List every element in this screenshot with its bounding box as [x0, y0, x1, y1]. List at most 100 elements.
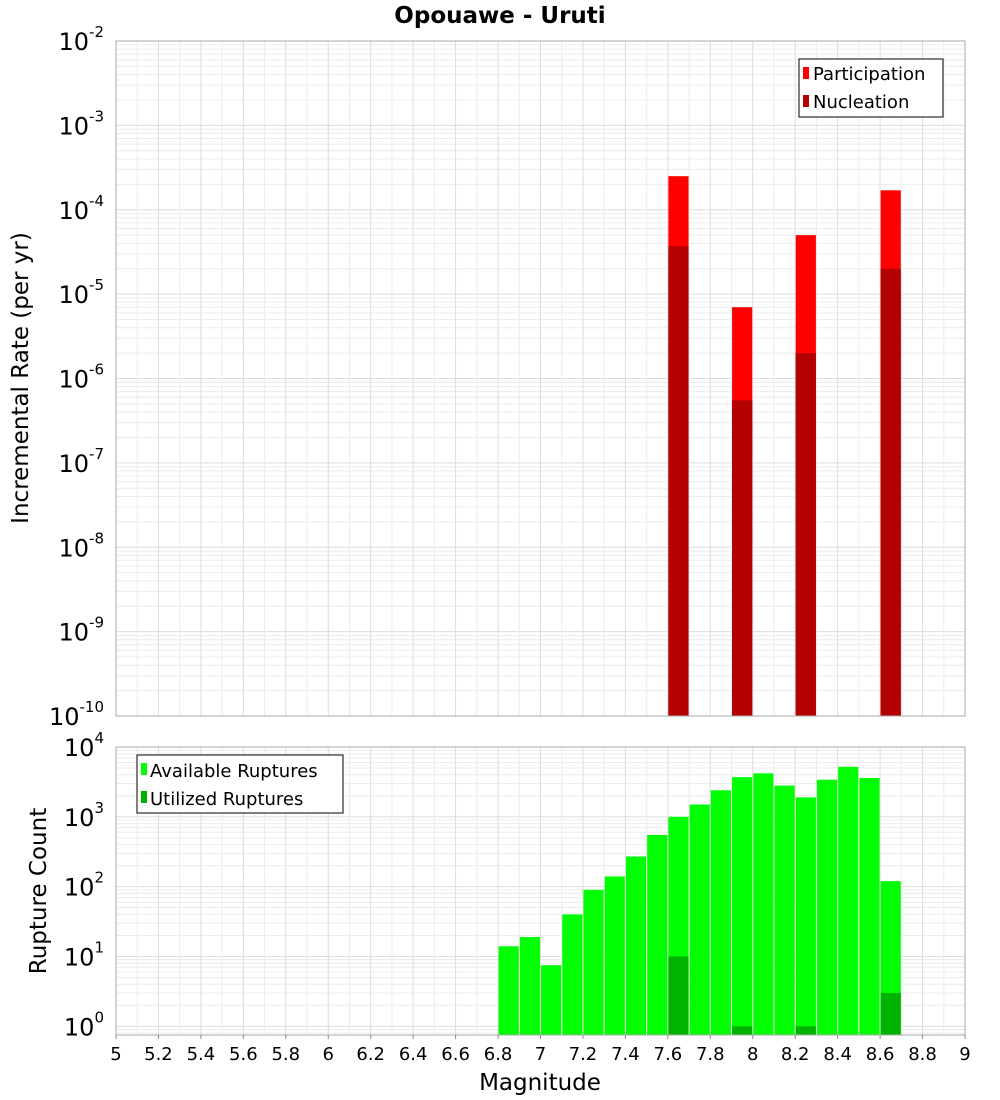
rate-y-tick-label: 10-10	[49, 698, 104, 731]
tick-base: 10	[58, 366, 89, 394]
x-tick-label: 7	[535, 1044, 546, 1065]
utilized-ruptures-bar	[795, 1026, 816, 1035]
nucleation-bar	[795, 353, 816, 716]
nucleation-bar	[880, 268, 901, 716]
tick-exponent: -6	[89, 361, 104, 379]
count-bars	[498, 766, 901, 1035]
nucleation-bar	[668, 246, 689, 716]
tick-base: 10	[58, 197, 89, 225]
legend-label-utilized: Utilized Ruptures	[150, 789, 303, 810]
tick-exponent: 1	[94, 938, 104, 956]
rate-y-tick-label: 10-6	[58, 361, 104, 394]
rate-y-tick-label: 10-7	[58, 445, 104, 478]
rate-y-axis-label: Incremental Rate (per yr)	[8, 232, 34, 524]
x-tick-label: 6.2	[356, 1044, 385, 1065]
nucleation-bar	[732, 400, 753, 716]
available-ruptures-bar	[689, 804, 710, 1035]
tick-base: 10	[64, 734, 95, 762]
tick-exponent: -5	[89, 276, 104, 294]
tick-exponent: -7	[89, 445, 104, 463]
x-tick-label: 6.4	[399, 1044, 428, 1065]
rate-bars	[668, 176, 901, 716]
rate-legend-box	[798, 58, 944, 118]
count-y-tick-label: 101	[64, 938, 104, 971]
legend-label-nucleation: Nucleation	[813, 92, 909, 113]
count-x-ticks: 5 5.2 5.4 5.6 5.8 6 6.2 6.4 6.6 6.8 7 7.2 7.4 7.6 7.8 8…	[110, 1035, 971, 1065]
available-ruptures-bar	[625, 856, 647, 1035]
x-tick-label: 5.2	[144, 1044, 173, 1065]
x-tick-label: 5.8	[271, 1044, 300, 1065]
x-tick-label: 6.6	[441, 1044, 470, 1065]
available-ruptures-bar	[604, 876, 625, 1035]
available-ruptures-bar	[583, 889, 604, 1035]
x-tick-label: 7.2	[569, 1044, 598, 1065]
count-y-tick-label: 104	[64, 729, 104, 762]
tick-base: 10	[58, 619, 89, 647]
x-tick-label: 8.2	[781, 1044, 810, 1065]
tick-base: 10	[64, 874, 95, 902]
count-y-tick-label: 102	[64, 869, 104, 902]
rate-y-tick-label: 10-9	[58, 614, 104, 647]
tick-exponent: -10	[80, 698, 105, 716]
legend-swatch-available	[141, 763, 147, 775]
available-ruptures-bar	[795, 797, 816, 1035]
tick-base: 10	[64, 804, 95, 832]
available-ruptures-bar	[710, 790, 731, 1035]
x-tick-label: 9	[959, 1044, 970, 1065]
x-tick-label: 5.6	[229, 1044, 258, 1065]
legend-swatch-utilized	[141, 791, 147, 803]
utilized-ruptures-bar	[732, 1026, 753, 1035]
tick-base: 10	[64, 1013, 95, 1041]
count-y-tick-label: 100	[64, 1008, 104, 1041]
count-y-tick-label: 103	[64, 799, 104, 832]
tick-exponent: -8	[89, 529, 104, 547]
rate-plot-border	[115, 40, 966, 717]
utilized-ruptures-bar	[880, 992, 901, 1035]
tick-base: 10	[58, 112, 89, 140]
rate-y-tick-label: 10-5	[58, 276, 104, 309]
tick-exponent: -9	[89, 614, 104, 632]
x-tick-label: 8.6	[866, 1044, 895, 1065]
chart-title: Opouawe - Uruti	[394, 3, 605, 29]
x-tick-label: 6.8	[484, 1044, 513, 1065]
rate-legend: Participation Nucleation	[798, 58, 944, 118]
x-tick-label: 8.4	[823, 1044, 852, 1065]
utilized-ruptures-bar	[668, 956, 689, 1035]
x-tick-label: 7.4	[611, 1044, 640, 1065]
tick-exponent: 4	[94, 729, 104, 747]
x-tick-label: 6	[323, 1044, 334, 1065]
tick-exponent: -2	[89, 23, 104, 41]
rate-y-tick-label: 10-2	[58, 23, 104, 56]
legend-swatch-nucleation	[803, 95, 809, 107]
tick-base: 10	[58, 281, 89, 309]
tick-base: 10	[64, 943, 95, 971]
tick-exponent: -4	[89, 192, 104, 210]
tick-base: 10	[58, 450, 89, 478]
available-ruptures-bar	[753, 773, 774, 1035]
x-tick-label: 8	[747, 1044, 758, 1065]
available-ruptures-bar	[498, 946, 519, 1035]
rate-grid	[115, 41, 966, 717]
tick-exponent: -3	[89, 107, 104, 125]
count-legend: Available Ruptures Utilized Ruptures	[136, 754, 344, 814]
rate-y-tick-label: 10-8	[58, 529, 104, 562]
available-ruptures-bar	[562, 914, 583, 1035]
x-axis-label: Magnitude	[479, 1070, 601, 1096]
available-ruptures-bar	[774, 785, 795, 1035]
count-legend-box	[136, 754, 344, 814]
available-ruptures-bar	[816, 779, 838, 1035]
tick-base: 10	[58, 28, 89, 56]
x-tick-label: 7.6	[654, 1044, 683, 1065]
available-ruptures-bar	[541, 965, 562, 1035]
tick-exponent: 2	[94, 869, 104, 887]
tick-base: 10	[58, 534, 89, 562]
tick-exponent: 3	[94, 799, 104, 817]
available-ruptures-bar	[647, 834, 668, 1035]
legend-swatch-participation	[803, 67, 809, 79]
tick-base: 10	[49, 703, 80, 731]
